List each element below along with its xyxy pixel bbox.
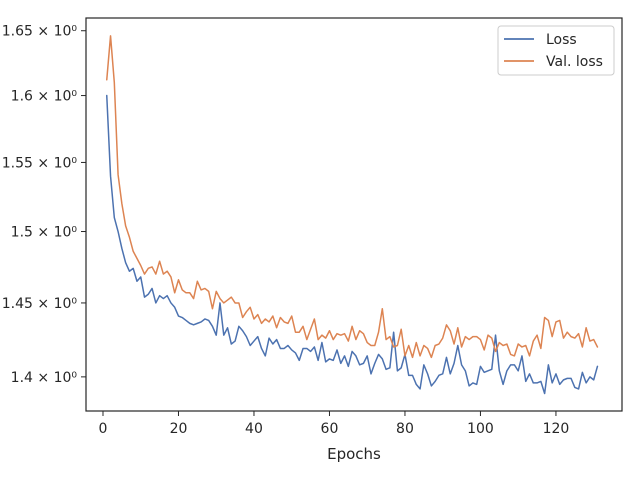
y-tick-label: 1.6 × 10⁰ (11, 89, 78, 105)
y-tick-label: 1.5 × 10⁰ (11, 225, 78, 241)
y-tick-label: 1.65 × 10⁰ (2, 24, 78, 40)
y-tick-label: 1.4 × 10⁰ (11, 370, 78, 386)
axes-frame (85, 17, 623, 412)
x-tick-label: 20 (170, 421, 188, 437)
x-tick-label: 0 (99, 421, 108, 437)
x-tick-label: 120 (543, 421, 570, 437)
plot-area (106, 35, 599, 395)
x-axis: 0 20 40 60 80 100 120 (99, 411, 570, 437)
legend-label: Loss (546, 32, 577, 48)
y-tick-label: 1.45 × 10⁰ (2, 296, 78, 312)
y-axis: 1.4 × 10⁰ 1.45 × 10⁰ 1.5 × 10⁰ 1.55 × 10⁰ 1.… (2, 24, 86, 386)
legend: Loss Val. loss (497, 25, 615, 76)
x-axis-label: Epochs (327, 445, 381, 463)
x-tick-label: 60 (321, 421, 339, 437)
x-tick-label: 80 (396, 421, 414, 437)
series-line-val-loss (106, 35, 599, 359)
legend-label: Val. loss (546, 54, 603, 70)
x-tick-label: 40 (245, 421, 263, 437)
y-tick-label: 1.55 × 10⁰ (2, 155, 78, 171)
x-tick-label: 100 (467, 421, 494, 437)
series-line-loss (106, 94, 599, 395)
